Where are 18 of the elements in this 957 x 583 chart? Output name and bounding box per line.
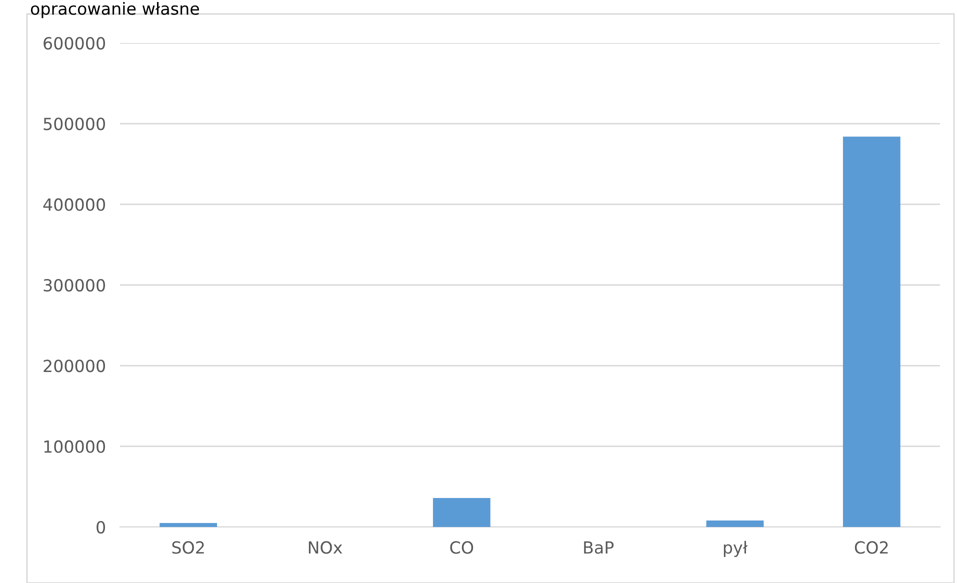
x-tick-label: CO2 — [854, 541, 888, 554]
x-tick-label: CO — [450, 541, 474, 554]
y-tick-label: 600000 — [44, 36, 106, 50]
x-tick-label: BaP — [584, 541, 614, 554]
y-tick-label: 500000 — [44, 118, 106, 130]
bar — [706, 520, 764, 527]
y-tick-label: 300000 — [44, 278, 106, 292]
x-tick-label: pył — [724, 540, 748, 558]
y-tick-label: 400000 — [43, 198, 106, 211]
text: opracowanie własne — [30, 2, 199, 18]
y-tick-label: 0 — [96, 520, 106, 534]
bar — [160, 522, 218, 527]
y-tick-label: 100000 — [44, 440, 106, 453]
y-tick-label: 200000 — [44, 360, 106, 372]
bar — [842, 136, 900, 527]
x-tick-label: SO2 — [172, 541, 204, 554]
bar — [432, 498, 490, 527]
x-tick-label: NOx — [308, 541, 342, 554]
